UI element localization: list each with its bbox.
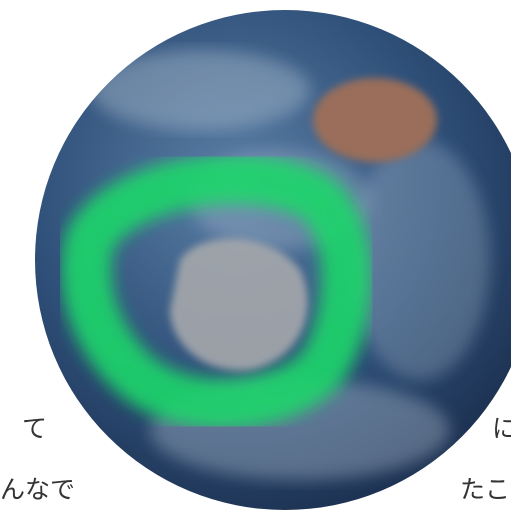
aurora-ring <box>61 154 372 429</box>
text-line: て <box>22 414 48 443</box>
antarctica <box>170 238 308 371</box>
text-line: たこ <box>460 475 511 504</box>
text-line: に <box>492 414 511 443</box>
australia <box>313 78 437 162</box>
text-line: んなで <box>0 475 76 504</box>
clouds <box>61 50 490 480</box>
